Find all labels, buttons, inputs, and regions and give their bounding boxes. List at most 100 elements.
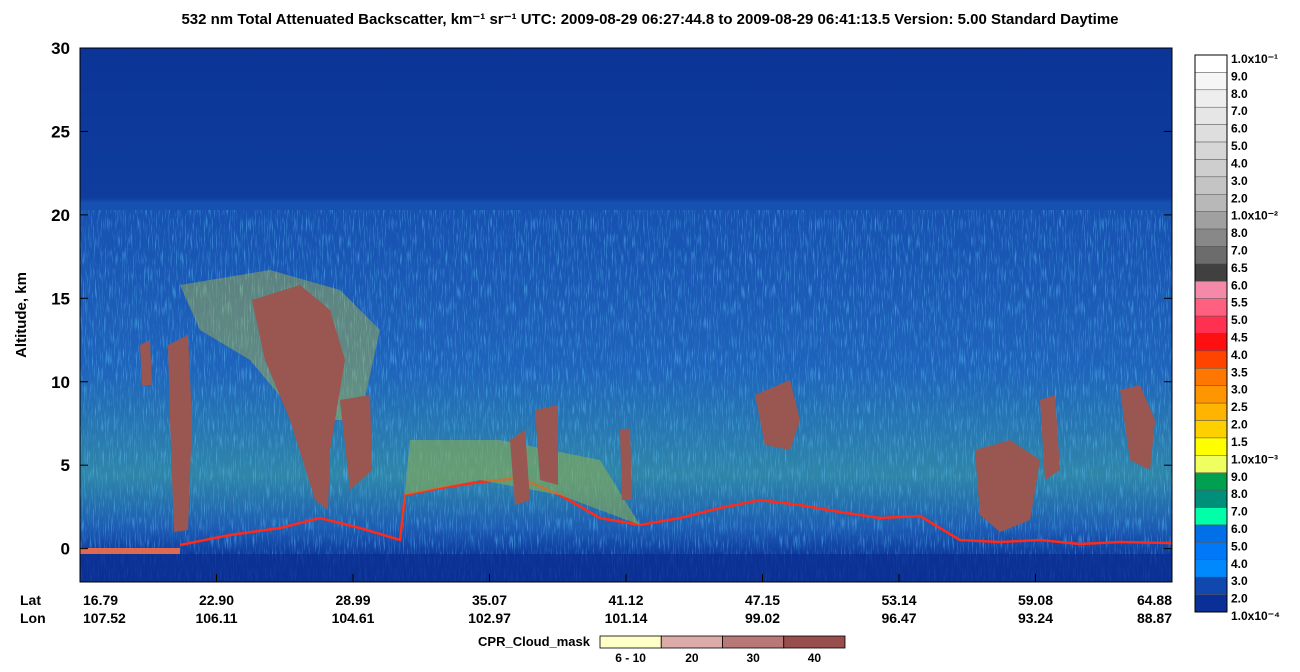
colorbar-label: 1.5	[1231, 435, 1248, 449]
colorbar-label: 7.0	[1231, 104, 1248, 118]
colorbar-label: 5.0	[1231, 539, 1248, 553]
colorbar-segment	[1194, 315, 1228, 334]
colorbar-segment	[1194, 507, 1228, 526]
colorbar-segment	[1194, 246, 1228, 265]
colorbar-segment	[1194, 54, 1228, 73]
colorbar-segment	[1194, 141, 1228, 160]
cloud-mask-swatch	[722, 635, 785, 649]
colorbar-label: 1.0x10⁻²	[1231, 209, 1278, 223]
colorbar-label: 8.0	[1231, 226, 1248, 240]
lon-label: 107.52	[83, 610, 126, 626]
colorbar-segment	[1194, 124, 1228, 143]
cloud-mask-swatch	[660, 635, 723, 649]
colorbar-segment	[1194, 559, 1228, 578]
cloud-mask-label: 20	[685, 651, 699, 665]
colorbar-label: 7.0	[1231, 505, 1248, 519]
colorbar-segment	[1194, 385, 1228, 404]
cloud-mask-label: 40	[808, 651, 822, 665]
lon-label: 101.14	[605, 610, 648, 626]
cloud-mask-label: 6 - 10	[615, 651, 646, 665]
colorbar-label: 2.0	[1231, 592, 1248, 606]
y-tick-label: 25	[51, 122, 70, 141]
colorbar-label: 4.0	[1231, 557, 1248, 571]
colorbar-segment	[1194, 106, 1228, 125]
y-tick-label: 10	[51, 373, 70, 392]
colorbar-segment	[1194, 437, 1228, 456]
y-axis-label: Altitude, km	[13, 272, 30, 358]
lat-label: 47.15	[745, 592, 780, 608]
colorbar-segment	[1194, 542, 1228, 561]
colorbar-label: 7.0	[1231, 243, 1248, 257]
colorbar-segment	[1194, 194, 1228, 212]
colorbar-segment	[1194, 524, 1228, 543]
lon-label: 102.97	[468, 610, 511, 626]
cloud-mask-swatch	[599, 635, 662, 649]
colorbar-segment	[1194, 211, 1228, 230]
colorbar-label: 6.0	[1231, 522, 1248, 536]
colorbar-label: 6.0	[1231, 278, 1248, 292]
colorbar-label: 9.0	[1231, 69, 1248, 83]
colorbar-label: 6.0	[1231, 122, 1248, 136]
colorbar-label: 8.0	[1231, 487, 1248, 501]
colorbar-segment	[1194, 333, 1228, 352]
colorbar-segment	[1194, 472, 1228, 491]
lon-label: 88.87	[1137, 610, 1172, 626]
lat-label: 28.99	[335, 592, 370, 608]
colorbar-segment	[1194, 263, 1228, 282]
lat-label: 41.12	[608, 592, 643, 608]
colorbar-segment	[1194, 455, 1228, 473]
colorbar-segment	[1194, 402, 1228, 421]
cloud-mask-label: 30	[746, 651, 760, 665]
colorbar-frame	[1194, 54, 1228, 613]
colorbar-label: 2.0	[1231, 418, 1248, 432]
colorbar-label: 3.0	[1231, 574, 1248, 588]
colorbar-label: 3.5	[1231, 365, 1248, 379]
colorbar-segment	[1194, 72, 1228, 91]
colorbar-label: 9.0	[1231, 470, 1248, 484]
y-tick-label: 20	[51, 206, 70, 225]
colorbar-segment	[1194, 159, 1228, 178]
lon-row-label: Lon	[20, 610, 46, 626]
colorbar-label: 1.0x10⁻¹	[1231, 52, 1278, 66]
y-tick-label: 15	[51, 289, 70, 308]
colorbar-label: 1.0x10⁻⁴	[1231, 609, 1280, 623]
colorbar-segment	[1194, 298, 1228, 317]
cloud-mask-swatch	[783, 635, 846, 649]
lat-label: 64.88	[1137, 592, 1172, 608]
lat-label: 59.08	[1018, 592, 1053, 608]
colorbar-label: 5.0	[1231, 313, 1248, 327]
y-tick-label: 30	[51, 39, 70, 58]
y-tick-label: 0	[61, 540, 70, 559]
lon-label: 99.02	[745, 610, 780, 626]
colorbar-label: 3.0	[1231, 174, 1248, 188]
lon-label: 96.47	[881, 610, 916, 626]
colorbar-segment	[1194, 89, 1228, 108]
colorbar-label: 2.0	[1231, 191, 1248, 205]
lat-label: 16.79	[83, 592, 118, 608]
colorbar-label: 4.5	[1231, 331, 1248, 345]
colorbar-segment	[1194, 576, 1228, 595]
lon-label: 93.24	[1018, 610, 1053, 626]
colorbar-label: 5.0	[1231, 139, 1248, 153]
lon-label: 106.11	[195, 610, 237, 626]
colorbar-label: 2.5	[1231, 400, 1248, 414]
colorbar-segment	[1194, 368, 1228, 386]
colorbar-label: 4.0	[1231, 156, 1248, 170]
colorbar-segment	[1194, 489, 1228, 508]
cloud-mask-title: CPR_Cloud_mask	[478, 634, 591, 649]
colorbar-segment	[1194, 594, 1228, 613]
colorbar-segment	[1194, 420, 1228, 439]
colorbar-label: 3.0	[1231, 383, 1248, 397]
lat-label: 53.14	[881, 592, 916, 608]
colorbar-label: 1.0x10⁻³	[1231, 452, 1278, 466]
y-tick-label: 5	[61, 456, 70, 475]
colorbar-label: 8.0	[1231, 87, 1248, 101]
colorbar-label: 6.5	[1231, 261, 1248, 275]
colorbar-label: 4.0	[1231, 348, 1248, 362]
lat-label: 22.90	[199, 592, 234, 608]
lat-row-label: Lat	[20, 592, 41, 608]
colorbar-segment	[1194, 228, 1228, 247]
colorbar-segment	[1194, 176, 1228, 195]
colorbar-segment	[1194, 350, 1228, 369]
